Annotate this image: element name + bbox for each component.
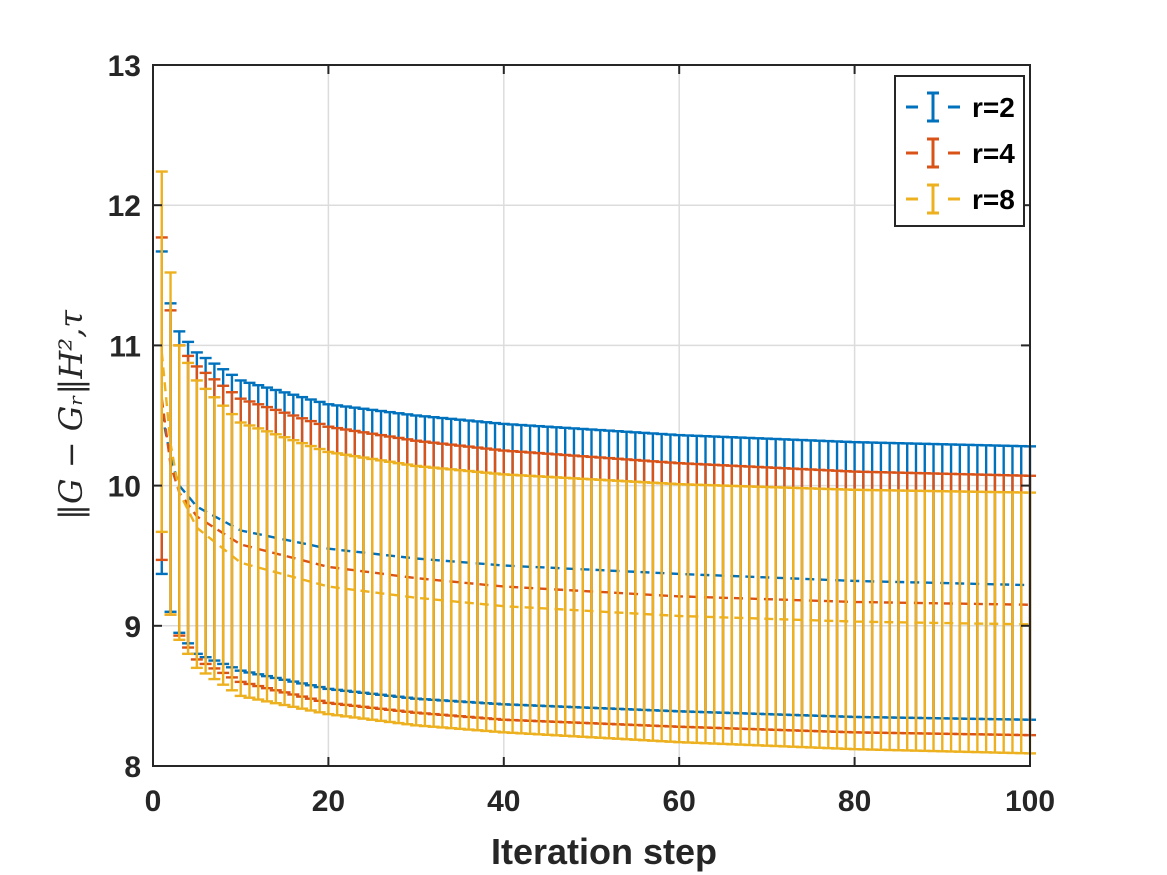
x-tick-label: 0 [145,785,162,818]
y-tick-label: 12 [108,190,141,223]
x-tick-label: 20 [312,785,345,818]
y-tick-label: 9 [124,611,141,644]
legend-label: r=8 [972,184,1015,215]
legend-label: r=2 [972,92,1015,123]
legend-entry-r=2: r=2 [906,91,1015,123]
legend-entry-r=8: r=8 [906,183,1015,215]
mean-line [160,398,1031,606]
mean-line [160,412,1031,587]
mean-line [160,352,1031,626]
x-axis-title: Iteration step [491,831,717,872]
y-tick-label: 11 [109,330,141,363]
legend: r=2 r=4 r=8 [894,75,1025,227]
y-tick-label: 13 [108,50,141,83]
x-tick-label: 60 [663,785,696,818]
legend-entry-r=4: r=4 [906,137,1015,169]
legend-entries: r=2 r=4 r=8 [906,91,1015,215]
series [155,170,1036,755]
legend-label: r=4 [972,138,1015,169]
y-axis-title: ‖G − Gᵣ‖H²,τ [52,309,90,520]
legend-box [894,75,1025,227]
y-tick-label: 8 [124,751,141,784]
y-tick-label: 10 [108,471,141,504]
plot-frame [152,64,1031,767]
x-tick-label: 40 [487,785,520,818]
ticks: 0 20 40 60 80 100 8 9 10 11 12 13 [108,50,1055,818]
series-r=8 [155,170,1036,755]
x-tick-label: 80 [838,785,871,818]
x-tick-label: 100 [1005,785,1055,818]
